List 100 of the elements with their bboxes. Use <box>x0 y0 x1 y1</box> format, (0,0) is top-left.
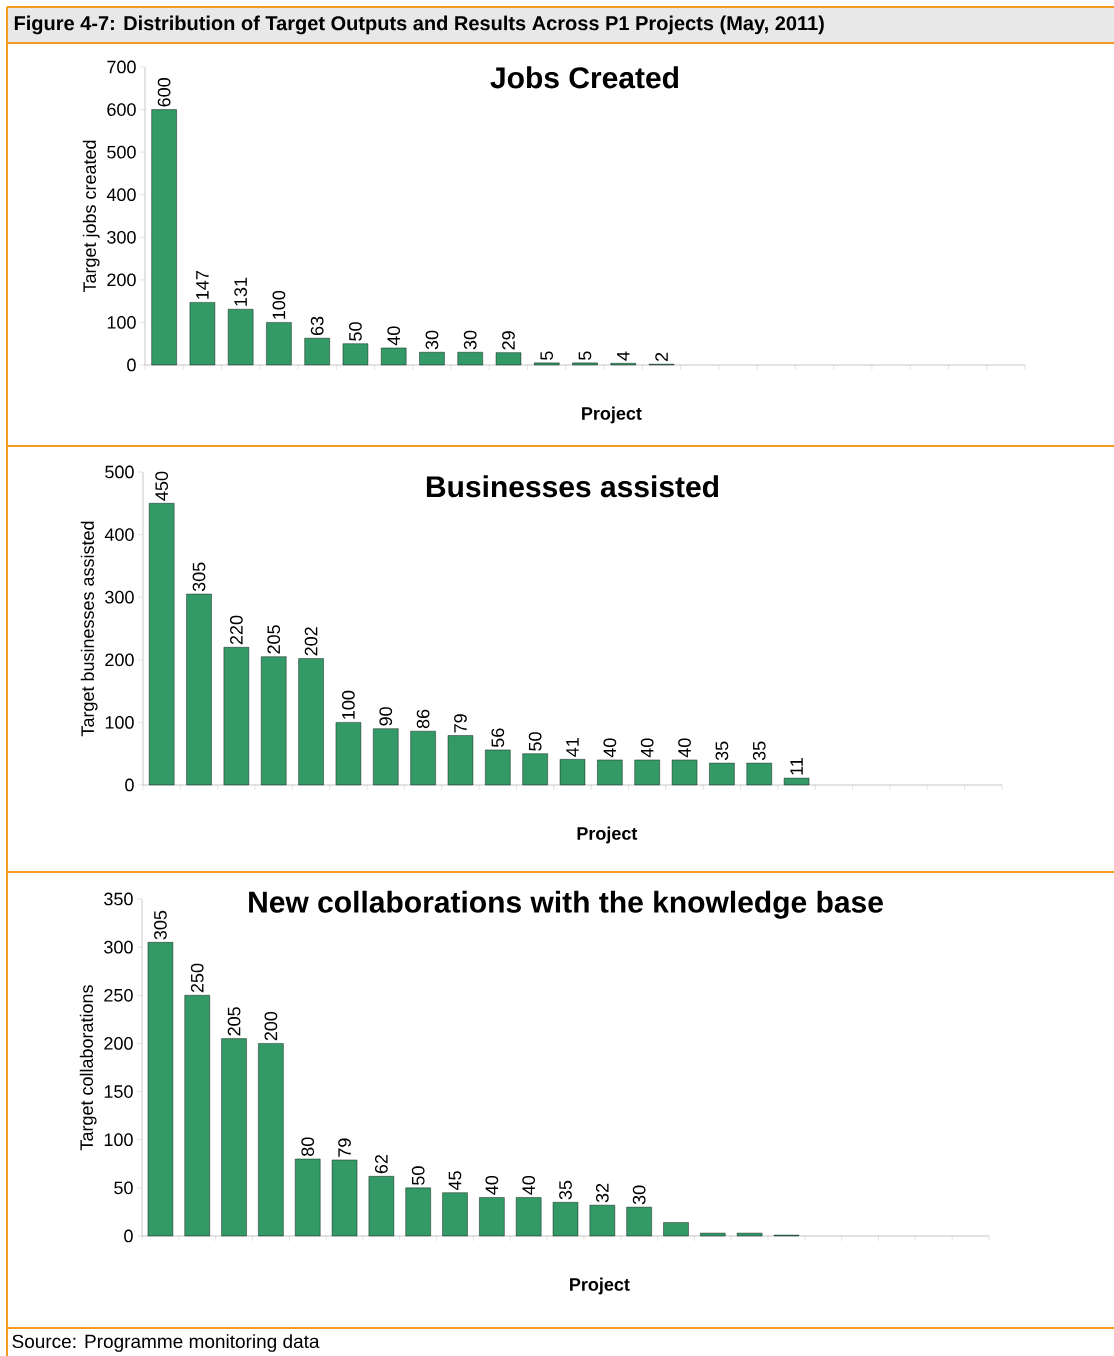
bar <box>534 362 560 366</box>
data-label: 50 <box>411 1166 425 1185</box>
source-note: Source: Programme monitoring data <box>12 1334 320 1352</box>
bar <box>335 722 362 786</box>
data-label: 200 <box>264 1011 278 1041</box>
data-label: 63 <box>310 316 324 336</box>
data-label: 220 <box>229 615 243 645</box>
x-axis-title: Project <box>570 1277 630 1295</box>
bar <box>304 337 330 366</box>
bar <box>736 1232 763 1237</box>
data-label: 79 <box>454 714 467 733</box>
y-tick-label: 500 <box>107 145 136 159</box>
data-label: 45 <box>448 1171 462 1191</box>
data-label: 40 <box>678 738 691 758</box>
bar <box>381 347 407 366</box>
y-tick-label: 400 <box>104 528 134 541</box>
y-tick-label: 600 <box>107 103 136 116</box>
y-tick-label: 0 <box>125 778 134 792</box>
data-label: 86 <box>416 709 430 729</box>
bar <box>368 1176 395 1237</box>
data-label: 450 <box>155 471 169 501</box>
y-tick-label: 100 <box>105 716 134 729</box>
data-label: 40 <box>485 1175 499 1195</box>
bar <box>189 302 216 366</box>
x-axis-title: Project <box>577 826 638 844</box>
y-tick-label: 200 <box>104 1037 133 1050</box>
y-tick-label: 50 <box>114 1181 133 1195</box>
y-axis-title: Target collaborations <box>79 985 97 1151</box>
data-label: 56 <box>491 728 505 748</box>
data-label: 50 <box>528 732 542 751</box>
y-tick-label: 500 <box>105 465 134 479</box>
bar <box>709 762 735 786</box>
y-tick-label: 0 <box>127 358 136 372</box>
bar <box>295 1158 321 1237</box>
data-label: 131 <box>234 277 248 306</box>
bar <box>151 109 177 366</box>
bar <box>442 1192 468 1237</box>
bar <box>671 759 698 786</box>
chart-title: New collaborations with the knowledge base <box>249 890 883 919</box>
bar <box>783 777 810 786</box>
bar <box>663 1222 689 1237</box>
data-label: 35 <box>752 741 766 761</box>
data-label: 40 <box>522 1175 536 1195</box>
y-tick-label: 100 <box>107 316 136 329</box>
data-label: 5 <box>578 351 592 360</box>
data-label: 40 <box>387 326 401 346</box>
bar <box>147 942 174 1237</box>
data-label: 62 <box>374 1154 388 1174</box>
data-label: 50 <box>349 322 362 341</box>
data-label: 35 <box>559 1180 572 1200</box>
bar <box>261 656 287 786</box>
data-label: 32 <box>595 1183 609 1203</box>
bar <box>746 762 772 786</box>
bar <box>572 362 598 366</box>
data-label: 305 <box>154 910 167 940</box>
y-tick-label: 300 <box>104 940 133 954</box>
bar <box>479 1197 505 1237</box>
bar <box>227 309 254 366</box>
bar <box>148 503 175 786</box>
data-label: 100 <box>272 290 286 319</box>
bar <box>559 759 586 786</box>
data-label: 100 <box>342 690 355 719</box>
bar <box>298 658 324 786</box>
bar <box>552 1202 579 1237</box>
bar <box>342 343 369 366</box>
data-label: 205 <box>227 1007 241 1036</box>
bar <box>515 1197 542 1237</box>
y-tick-label: 200 <box>105 653 134 667</box>
data-label: 79 <box>338 1138 351 1157</box>
y-tick-label: 300 <box>105 590 134 604</box>
bar <box>495 352 522 366</box>
y-tick-label: 0 <box>124 1229 133 1243</box>
y-tick-label: 100 <box>104 1133 133 1147</box>
bar <box>634 759 660 786</box>
data-label: 5 <box>540 351 554 360</box>
bar <box>597 759 623 786</box>
data-label: 11 <box>790 758 803 775</box>
data-label: 80 <box>301 1137 315 1156</box>
y-tick-label: 300 <box>107 230 136 244</box>
data-label: 147 <box>196 271 209 299</box>
data-label: 29 <box>502 331 515 350</box>
bar <box>186 593 212 786</box>
data-label: 250 <box>190 963 204 993</box>
data-label: 305 <box>192 562 206 592</box>
y-axis-title: Target businesses assisted <box>80 521 98 737</box>
data-label: 41 <box>566 737 579 757</box>
data-label: 40 <box>603 738 617 758</box>
bar <box>447 735 474 786</box>
chart-title: Jobs Created <box>490 66 678 89</box>
bar <box>589 1204 616 1237</box>
bar <box>373 728 399 786</box>
bar <box>485 749 511 786</box>
bar <box>258 1043 284 1237</box>
caption: Figure 4-7: Distribution of Target Outputs and Results Across P1 Projects (May, 2011) <box>14 15 824 35</box>
bar <box>331 1159 358 1237</box>
data-label: 2 <box>655 352 668 362</box>
chart-title: Businesses assisted <box>426 475 719 498</box>
y-tick-label: 400 <box>106 188 136 202</box>
bar <box>700 1232 726 1237</box>
y-tick-label: 700 <box>107 60 136 74</box>
